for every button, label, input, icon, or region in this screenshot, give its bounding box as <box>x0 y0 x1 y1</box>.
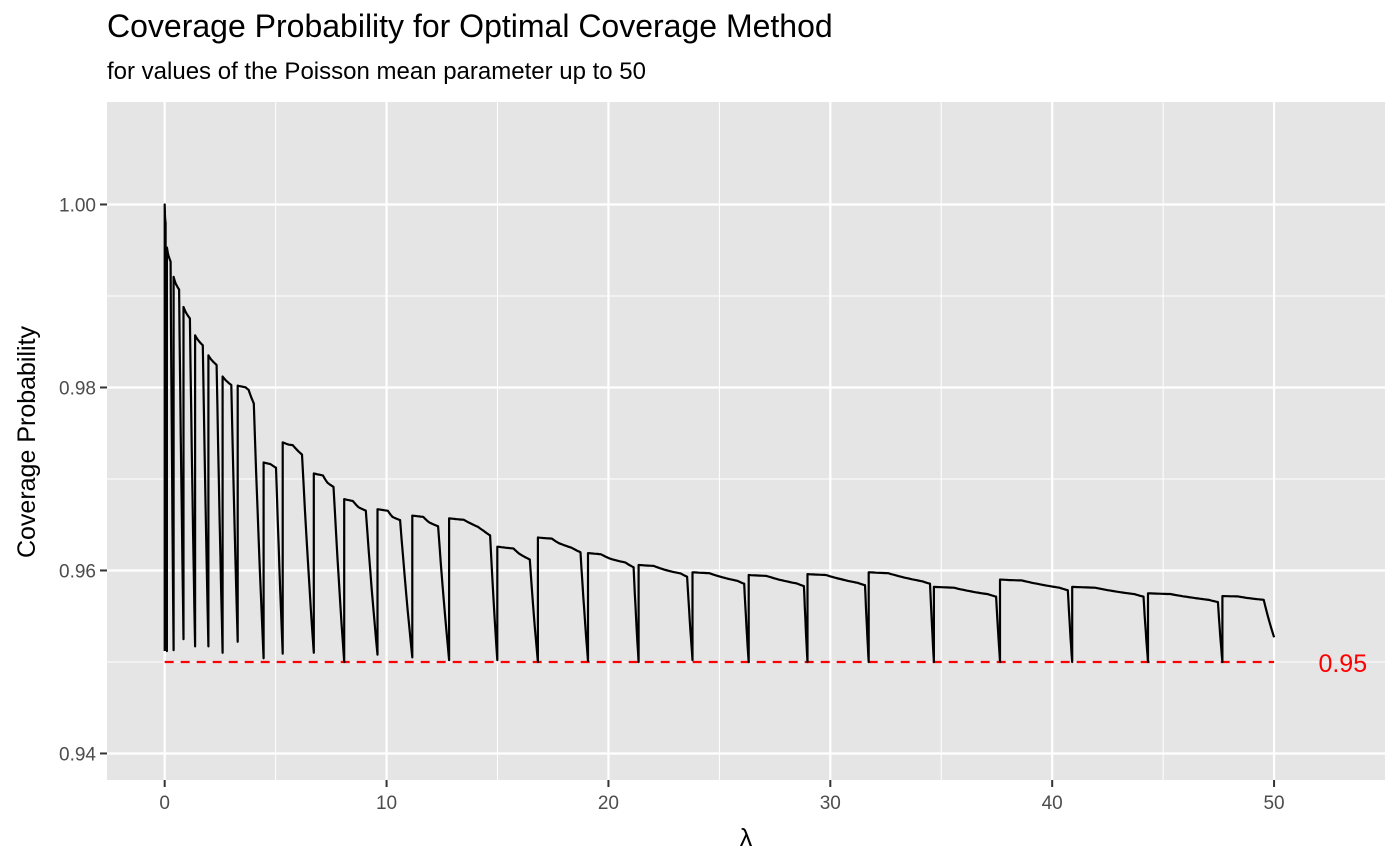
chart-title: Coverage Probability for Optimal Coverag… <box>107 8 833 44</box>
x-tick-label: 40 <box>1042 793 1063 814</box>
coverage-line <box>163 203 1276 664</box>
minor-gridlines <box>107 102 1385 780</box>
x-tick-label: 10 <box>376 793 397 814</box>
y-tick-label: 0.94 <box>59 744 96 765</box>
reference-layer: 0.95 <box>164 650 1367 678</box>
y-tick-label: 0.96 <box>59 561 96 582</box>
series-layer <box>163 203 1276 664</box>
axis-ticks: 0 10 20 30 40 50 0.94 0.96 0.98 1.00 <box>59 195 1285 814</box>
x-tick-label: 0 <box>159 793 170 814</box>
chart-subtitle: for values of the Poisson mean parameter… <box>107 58 646 85</box>
x-tick-label: 50 <box>1263 793 1284 814</box>
reference-line-label: 0.95 <box>1318 650 1367 678</box>
x-tick-label: 30 <box>820 793 841 814</box>
y-tick-label: 1.00 <box>59 195 96 216</box>
y-axis-title: Coverage Probability <box>13 325 41 558</box>
x-axis-title: λ <box>740 824 753 852</box>
plot-panel <box>107 102 1385 780</box>
y-tick-label: 0.98 <box>59 378 96 399</box>
x-tick-label: 20 <box>598 793 619 814</box>
